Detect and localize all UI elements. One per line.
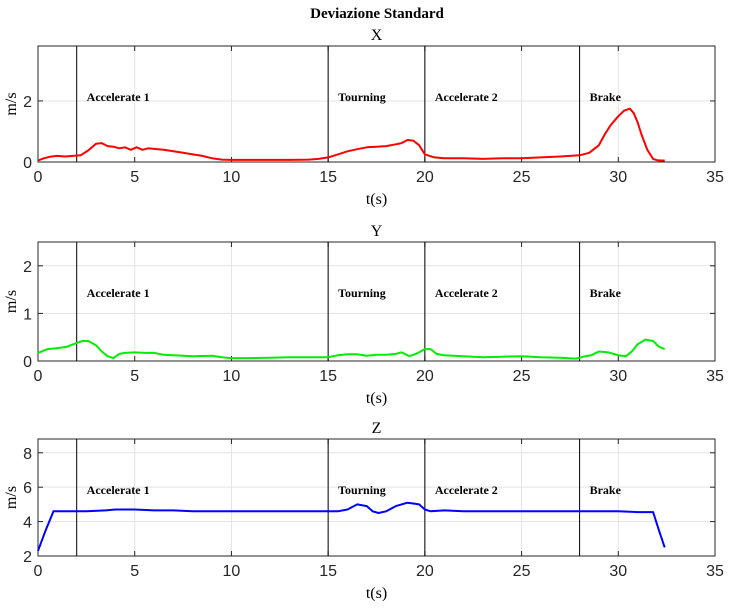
phase-label: Accelerate 2 — [435, 90, 498, 104]
series-line-x — [37, 107, 665, 162]
x-tick-label: 10 — [223, 368, 241, 385]
phase-label: Accelerate 1 — [87, 286, 150, 300]
x-tick-label: 35 — [706, 368, 724, 385]
y-axis-label: m/s — [3, 486, 20, 509]
x-tick-label: 0 — [34, 368, 43, 385]
y-tick-label: 2 — [23, 549, 32, 566]
subplot-x: 0 5 10 15 20 25 30 35 0 2 Accelerate 1 Tourning Acce… — [3, 27, 724, 208]
y-tick-label: 0 — [23, 155, 32, 172]
subplot-title: Z — [372, 420, 382, 437]
phase-label: Accelerate 1 — [87, 90, 150, 104]
phase-label: Tourning — [338, 90, 386, 104]
x-tick-label: 10 — [223, 563, 241, 580]
x-tick-label: 30 — [609, 169, 627, 186]
x-tick-label: 30 — [609, 563, 627, 580]
subplot-title: Y — [371, 223, 383, 240]
y-tick-label: 2 — [23, 259, 32, 276]
y-tick-label: 8 — [23, 446, 32, 463]
figure-title: Deviazione Standard — [310, 6, 444, 22]
phase-label: Brake — [590, 90, 622, 104]
y-tick-label: 6 — [23, 480, 32, 497]
x-tick-label: 5 — [130, 563, 139, 580]
y-axis-label: m/s — [3, 290, 20, 313]
x-tick-label: 25 — [513, 368, 531, 385]
x-tick-label: 5 — [130, 169, 139, 186]
x-tick-label: 0 — [34, 563, 43, 580]
x-tick-label: 25 — [513, 169, 531, 186]
x-axis-label: t(s) — [366, 585, 387, 602]
x-tick-label: 30 — [609, 368, 627, 385]
x-axis-label: t(s) — [366, 191, 387, 208]
axes-box — [37, 438, 716, 557]
x-tick-label: 10 — [223, 169, 241, 186]
x-tick-label: 5 — [130, 368, 139, 385]
y-axis-label: m/s — [3, 92, 20, 115]
phase-label: Accelerate 1 — [87, 483, 150, 497]
axes-box — [37, 241, 716, 362]
series-line-z — [37, 501, 666, 552]
y-tick-label: 4 — [23, 515, 32, 532]
y-tick-label: 2 — [23, 94, 32, 111]
phase-label: Tourning — [338, 286, 386, 300]
x-tick-label: 20 — [416, 368, 434, 385]
phase-label: Tourning — [338, 483, 386, 497]
x-tick-label: 15 — [319, 563, 337, 580]
x-tick-label: 20 — [416, 563, 434, 580]
subplot-title: X — [371, 27, 383, 44]
axes-box — [37, 45, 716, 163]
y-tick-label: 1 — [23, 306, 32, 323]
phase-label: Brake — [590, 483, 622, 497]
x-tick-label: 15 — [319, 368, 337, 385]
subplot-y: 0 5 10 15 20 25 30 35 0 1 2 Accelerate 1 Tourning Acc… — [3, 223, 724, 407]
subplot-z: 0 5 10 15 20 25 30 35 2 4 6 8 Accelerate 1 Tourning Ac… — [3, 420, 724, 602]
phase-label: Accelerate 2 — [435, 483, 498, 497]
x-tick-label: 0 — [34, 169, 43, 186]
x-tick-label: 35 — [706, 169, 724, 186]
x-tick-label: 35 — [706, 563, 724, 580]
x-tick-label: 15 — [319, 169, 337, 186]
x-axis-label: t(s) — [366, 390, 387, 407]
phase-label: Accelerate 2 — [435, 286, 498, 300]
y-tick-label: 0 — [23, 354, 32, 371]
phase-label: Brake — [590, 286, 622, 300]
x-tick-label: 20 — [416, 169, 434, 186]
x-tick-label: 25 — [513, 563, 531, 580]
series-line-y — [37, 338, 666, 360]
